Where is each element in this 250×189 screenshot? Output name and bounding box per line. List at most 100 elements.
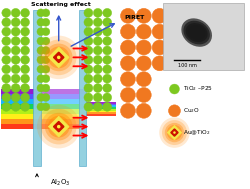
Ellipse shape: [185, 23, 207, 42]
Text: PIRET: PIRET: [124, 15, 144, 20]
Circle shape: [136, 88, 150, 102]
Circle shape: [93, 65, 102, 74]
Bar: [1, 94, 34, 99]
Circle shape: [93, 37, 102, 46]
Circle shape: [168, 105, 180, 117]
Circle shape: [20, 37, 30, 46]
Circle shape: [169, 84, 179, 94]
Text: Scattering effect: Scattering effect: [31, 2, 90, 7]
Circle shape: [102, 27, 111, 36]
Bar: [33, 99, 86, 104]
Ellipse shape: [180, 18, 211, 47]
Circle shape: [2, 65, 11, 74]
Circle shape: [120, 8, 135, 23]
Circle shape: [37, 94, 45, 101]
Circle shape: [37, 56, 45, 64]
Polygon shape: [48, 116, 69, 137]
Circle shape: [152, 56, 166, 71]
Circle shape: [93, 27, 102, 36]
Circle shape: [136, 24, 150, 39]
Circle shape: [45, 43, 72, 71]
Circle shape: [11, 46, 20, 55]
Bar: [1, 109, 34, 114]
Circle shape: [84, 18, 92, 27]
Bar: [86, 107, 116, 109]
Bar: [33, 89, 86, 94]
Polygon shape: [53, 52, 64, 63]
Polygon shape: [48, 47, 69, 68]
Circle shape: [102, 8, 111, 17]
Bar: [33, 94, 86, 99]
Polygon shape: [53, 122, 64, 132]
Circle shape: [102, 37, 111, 46]
Polygon shape: [170, 129, 177, 136]
Circle shape: [84, 27, 92, 36]
Bar: [78, 10, 86, 166]
Circle shape: [2, 46, 11, 55]
Text: Au@TiO$_2$: Au@TiO$_2$: [183, 128, 210, 137]
Bar: [1, 124, 34, 129]
Circle shape: [120, 56, 135, 71]
Circle shape: [37, 103, 45, 111]
Circle shape: [20, 18, 30, 27]
Circle shape: [20, 55, 30, 64]
Circle shape: [11, 65, 20, 74]
Circle shape: [93, 55, 102, 64]
Circle shape: [172, 131, 175, 134]
Bar: [86, 102, 116, 104]
Circle shape: [37, 9, 45, 17]
Circle shape: [42, 94, 50, 101]
Circle shape: [41, 109, 76, 144]
Circle shape: [42, 9, 50, 17]
Circle shape: [57, 125, 60, 128]
Text: 100 nm: 100 nm: [177, 63, 196, 68]
Circle shape: [84, 102, 92, 111]
Bar: [86, 114, 116, 116]
Circle shape: [42, 18, 50, 26]
Circle shape: [37, 46, 45, 54]
Bar: [33, 119, 86, 124]
Circle shape: [20, 84, 30, 92]
Circle shape: [45, 113, 72, 140]
Circle shape: [37, 28, 45, 36]
Circle shape: [37, 36, 80, 79]
Circle shape: [2, 93, 11, 102]
Bar: [33, 10, 41, 166]
Circle shape: [164, 123, 184, 142]
Circle shape: [120, 103, 135, 118]
Circle shape: [136, 72, 150, 87]
Circle shape: [11, 55, 20, 64]
Circle shape: [152, 40, 166, 55]
Circle shape: [93, 8, 102, 17]
Circle shape: [102, 46, 111, 55]
Circle shape: [48, 116, 69, 138]
Circle shape: [11, 27, 20, 36]
Circle shape: [20, 46, 30, 55]
Circle shape: [136, 8, 150, 23]
Circle shape: [20, 8, 30, 17]
Bar: [162, 3, 243, 70]
Circle shape: [11, 37, 20, 46]
Circle shape: [11, 84, 20, 92]
Circle shape: [11, 74, 20, 83]
Bar: [86, 105, 116, 107]
Circle shape: [93, 18, 102, 27]
Bar: [33, 114, 86, 119]
Circle shape: [84, 93, 92, 102]
Circle shape: [11, 93, 20, 102]
Circle shape: [120, 40, 135, 55]
Circle shape: [37, 105, 80, 148]
Circle shape: [42, 65, 50, 73]
Circle shape: [42, 75, 50, 83]
Circle shape: [11, 18, 20, 27]
Bar: [1, 114, 34, 119]
Circle shape: [42, 84, 50, 92]
Text: Cu$_2$O: Cu$_2$O: [183, 106, 200, 115]
Circle shape: [93, 93, 102, 102]
Circle shape: [2, 102, 11, 111]
Circle shape: [102, 84, 111, 92]
Bar: [86, 104, 116, 105]
Circle shape: [93, 84, 102, 92]
Circle shape: [42, 56, 50, 64]
Circle shape: [2, 27, 11, 36]
